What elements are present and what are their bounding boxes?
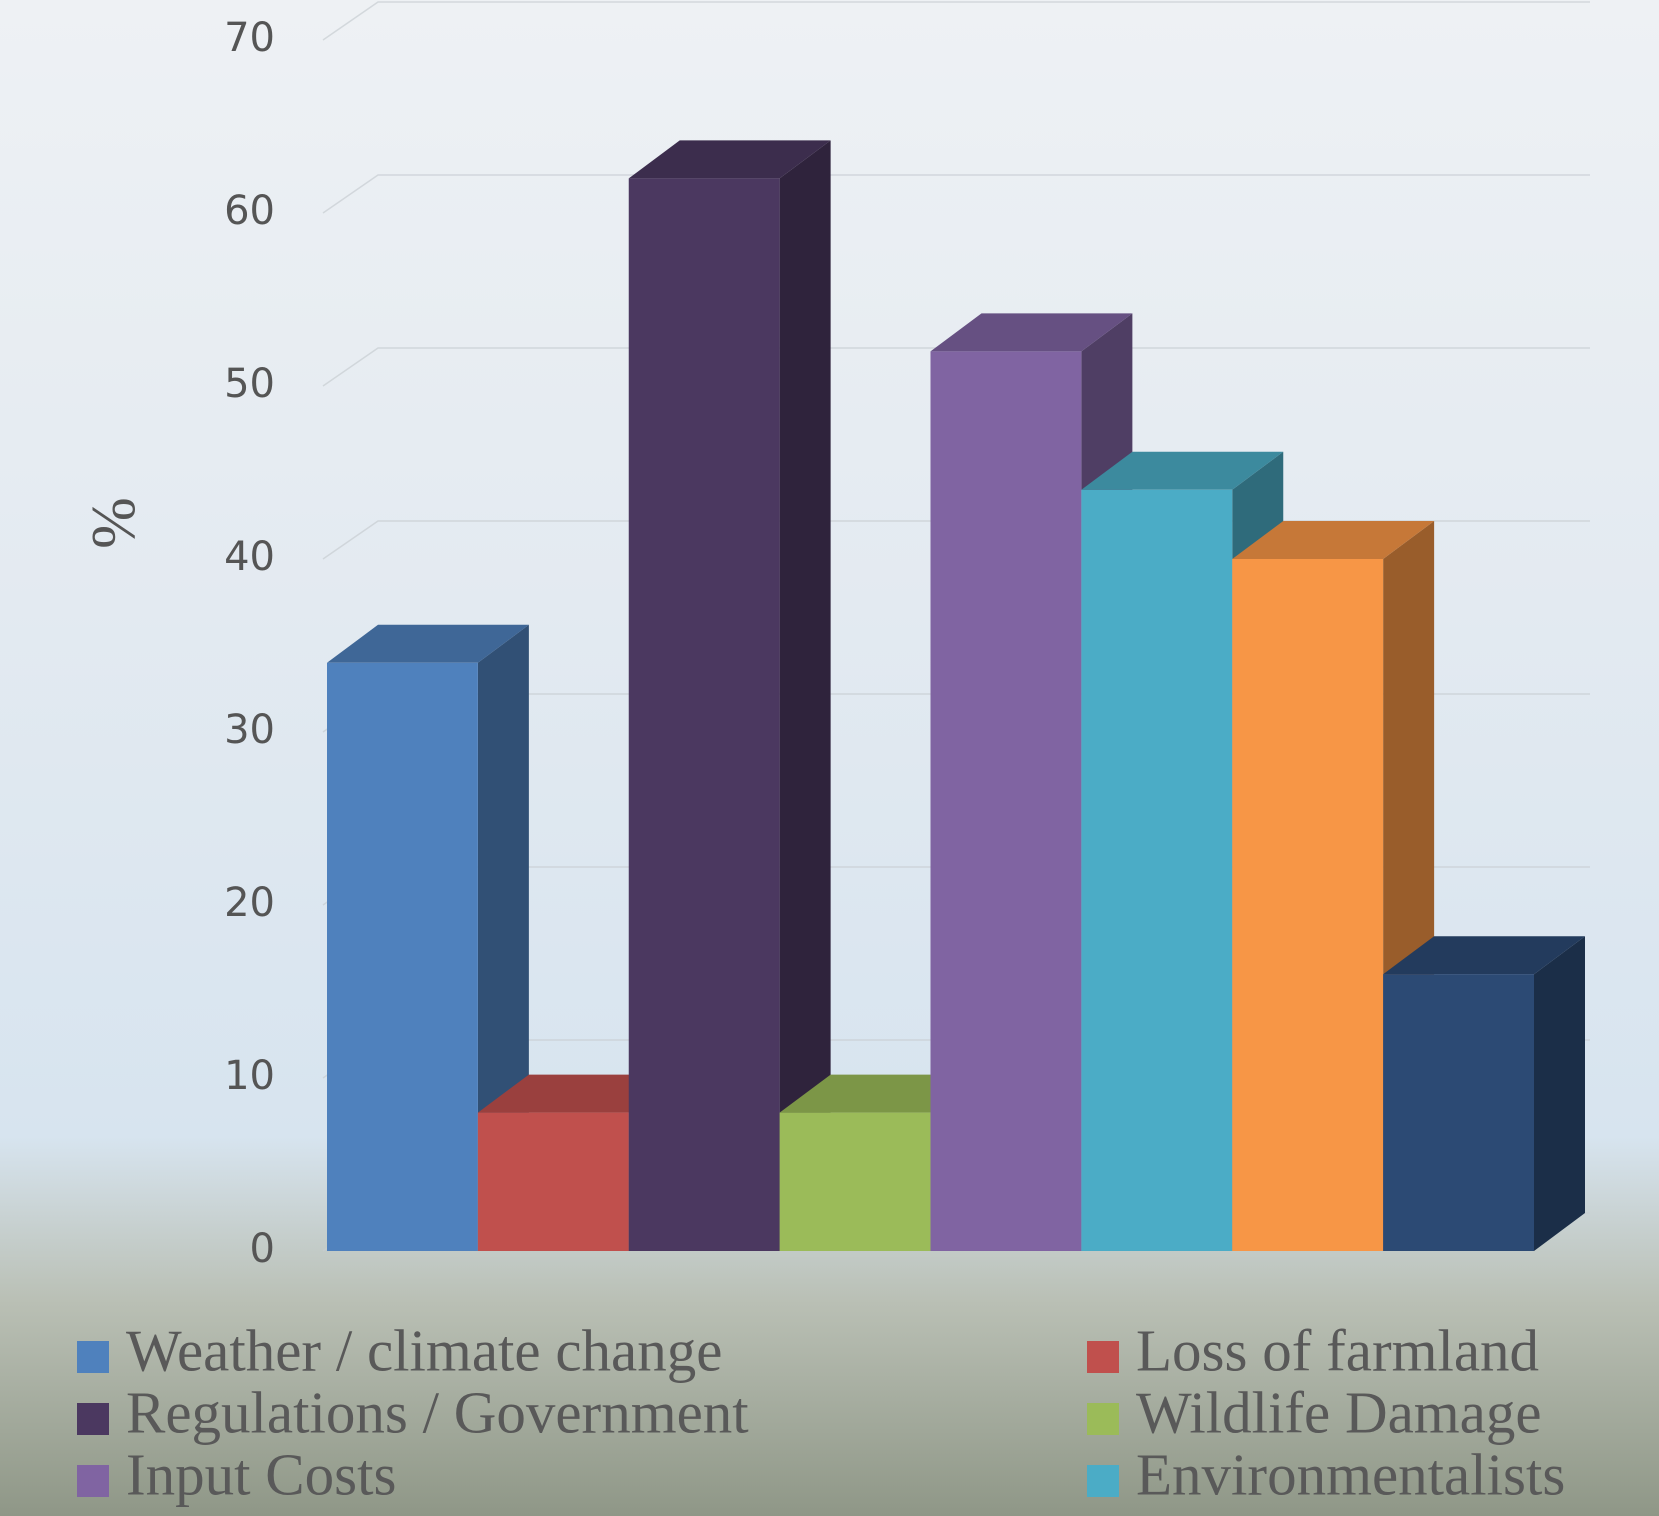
y-tick-label: 0 — [250, 1226, 275, 1272]
grid-line — [322, 174, 1590, 214]
bar-top — [1081, 451, 1284, 490]
bar-side — [779, 140, 831, 1251]
legend-label: Regulations / Government — [126, 1380, 749, 1446]
legend-label: Input Costs — [126, 1442, 396, 1508]
y-tick-label: 70 — [224, 15, 275, 61]
bar — [1383, 974, 1534, 1251]
bar-side — [1534, 936, 1585, 1251]
y-tick-label: 60 — [224, 188, 275, 234]
bar-top — [327, 624, 529, 663]
legend-swatch — [77, 1465, 109, 1497]
y-axis-label: % — [80, 497, 148, 549]
bar-top — [930, 313, 1133, 352]
legend-swatch — [77, 1341, 109, 1373]
legend-swatch — [1087, 1341, 1119, 1373]
y-tick-label: 20 — [224, 880, 275, 926]
legend-label: Weather / climate change — [126, 1318, 722, 1384]
legend-label: Wildlife Damage — [1136, 1380, 1542, 1446]
y-tick-label: 30 — [224, 707, 275, 753]
grid-line — [322, 1, 1590, 41]
bar-top — [1232, 521, 1435, 559]
bar — [1232, 559, 1384, 1251]
y-tick-label: 40 — [224, 534, 275, 580]
bar — [779, 1112, 931, 1251]
legend-swatch — [77, 1403, 109, 1435]
legend-swatch — [1087, 1403, 1119, 1435]
bar — [1081, 489, 1233, 1251]
y-tick-label: 10 — [224, 1053, 275, 1099]
bar — [327, 662, 478, 1251]
bar-top — [1383, 936, 1585, 975]
bar-top — [628, 140, 831, 179]
bar — [477, 1112, 629, 1251]
bar — [930, 351, 1082, 1251]
legend-label: Environmentalists — [1136, 1442, 1565, 1508]
grid-line — [322, 347, 1590, 387]
y-tick-label: 50 — [224, 361, 275, 407]
legend-label: Loss of farmland — [1136, 1318, 1539, 1384]
bar — [628, 178, 780, 1251]
legend-swatch — [1087, 1465, 1119, 1497]
